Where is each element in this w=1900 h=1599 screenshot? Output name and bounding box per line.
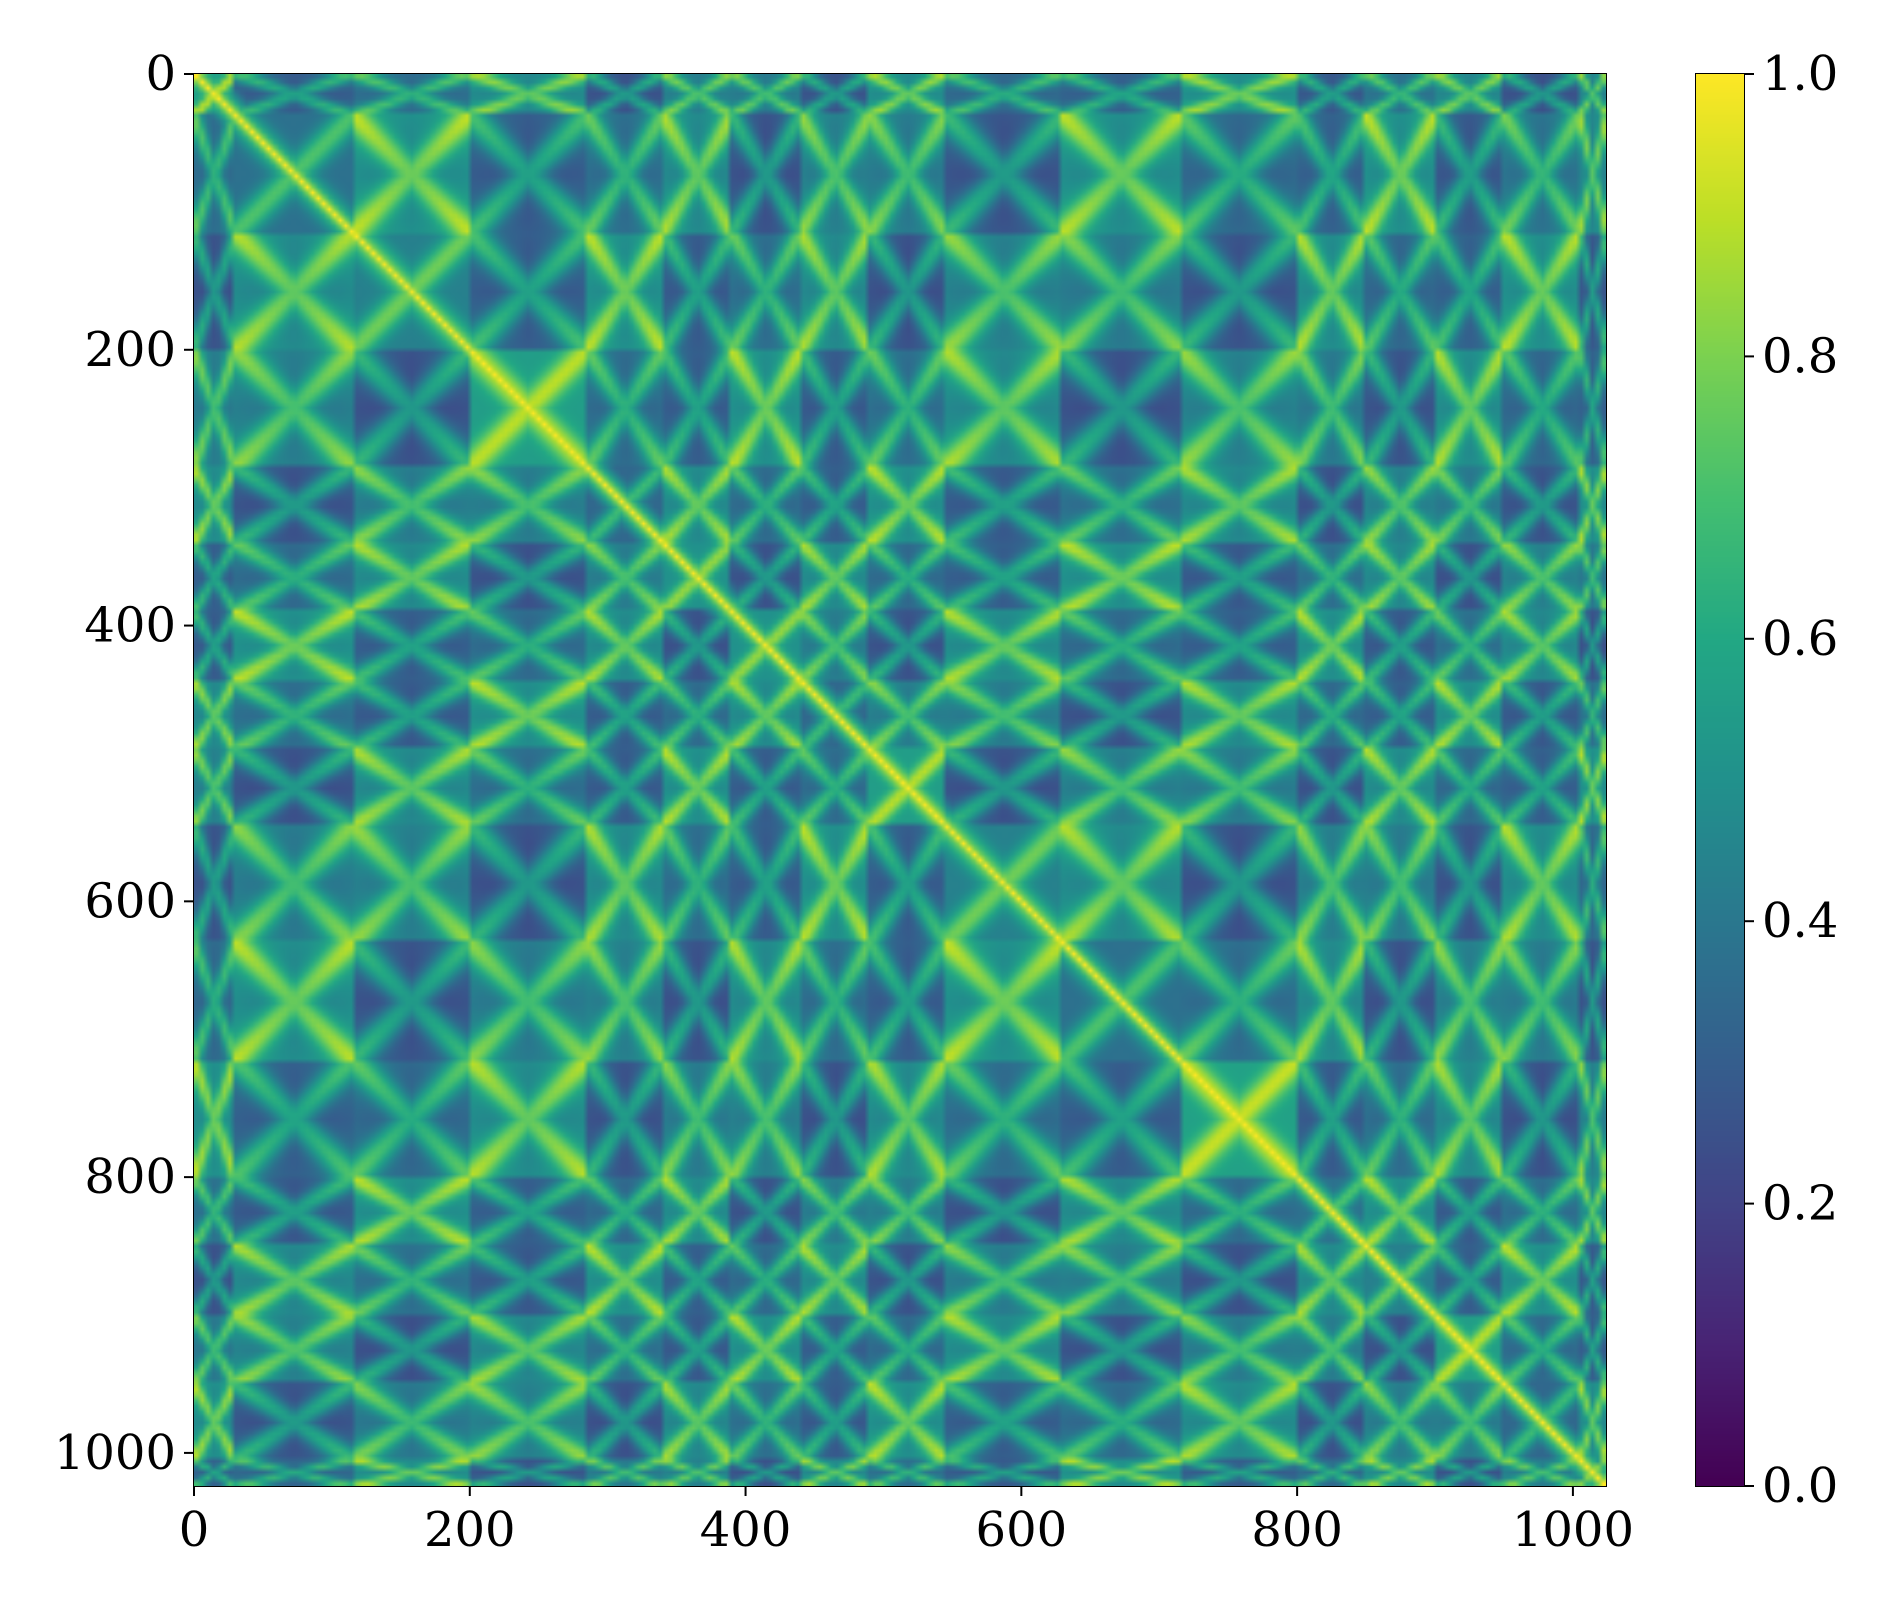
y-tick-label: 800	[84, 1149, 176, 1205]
heatmap-image	[194, 74, 1606, 1486]
x-tick-label: 1000	[1512, 1502, 1634, 1558]
colorbar-gradient	[1696, 74, 1744, 1486]
y-tick-label: 1000	[54, 1425, 176, 1481]
x-tick-label: 600	[976, 1502, 1068, 1558]
colorbar-tick-label: 0.6	[1762, 611, 1838, 667]
y-tick-label: 600	[84, 873, 176, 929]
y-tick-label: 400	[84, 598, 176, 654]
y-tick-label: 0	[145, 46, 176, 102]
x-tick-label: 200	[424, 1502, 516, 1558]
x-axis: 0 200 400 600 800 1000	[179, 1486, 1634, 1558]
colorbar-tick-label: 0.0	[1762, 1458, 1838, 1514]
colorbar-tick-label: 0.4	[1762, 893, 1838, 949]
colorbar-axis: 0.0 0.2 0.4 0.6 0.8 1.0	[1744, 46, 1838, 1514]
x-tick-label: 0	[179, 1502, 210, 1558]
x-tick-label: 800	[1251, 1502, 1343, 1558]
colorbar-tick-label: 1.0	[1762, 46, 1838, 102]
y-axis: 0 200 400 600 800 1000	[54, 46, 194, 1481]
x-tick-label: 400	[700, 1502, 792, 1558]
colorbar-tick-label: 0.8	[1762, 328, 1838, 384]
y-tick-label: 200	[84, 322, 176, 378]
colorbar-tick-label: 0.2	[1762, 1176, 1838, 1232]
